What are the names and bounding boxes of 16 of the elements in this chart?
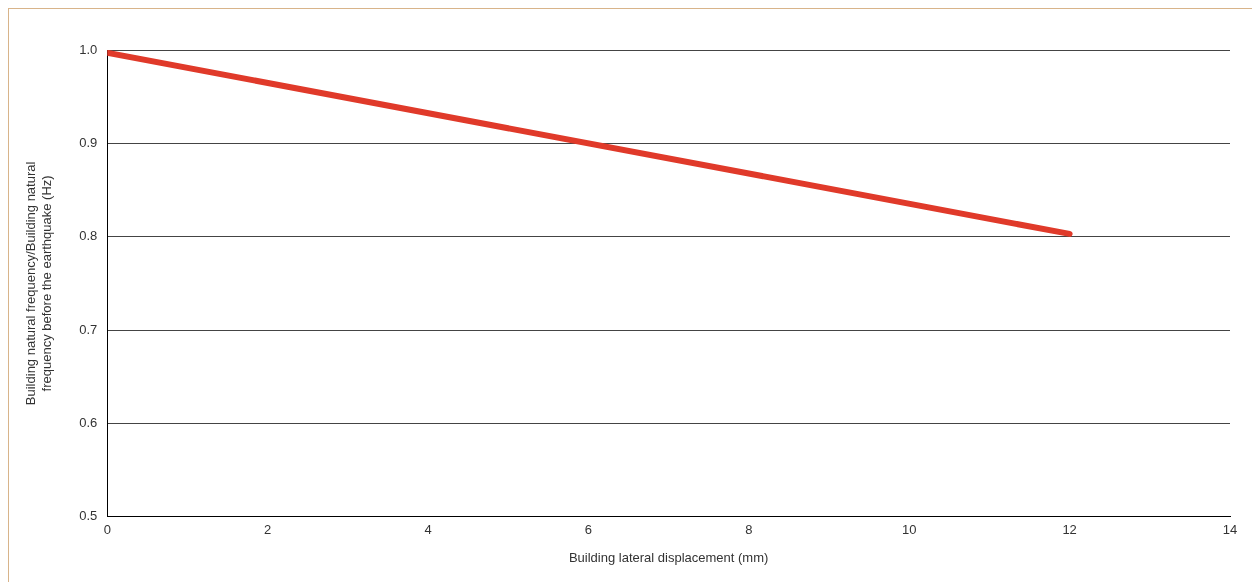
x-axis-title: Building lateral displacement (mm) [568, 549, 769, 565]
x-tick-label: 0 [103, 522, 111, 538]
x-tick-label: 14 [1222, 522, 1238, 538]
x-tick-label: 4 [424, 522, 432, 538]
y-tick-label: 0.5 [79, 508, 98, 524]
x-tick-label: 2 [264, 522, 272, 538]
x-tick-label: 6 [584, 522, 593, 538]
x-tick-label: 10 [901, 522, 917, 538]
x-tick-label: 8 [745, 522, 753, 538]
y-tick-label: 0.7 [79, 321, 98, 337]
y-axis-title: Building natural frequency/Building natural frequency before the earthquake (Hz) [23, 161, 54, 406]
y-tick-label: 1.0 [79, 41, 98, 57]
y-tick-label: 0.8 [79, 228, 98, 244]
y-tick-label: 0.6 [79, 415, 98, 431]
y-tick-label: 0.9 [79, 134, 98, 150]
x-tick-label: 12 [1062, 522, 1077, 538]
